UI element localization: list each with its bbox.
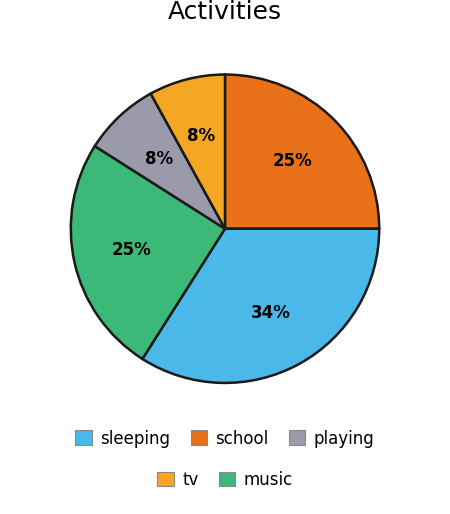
Text: 8%: 8% <box>145 150 174 168</box>
Text: 25%: 25% <box>112 241 152 259</box>
Text: 25%: 25% <box>273 152 312 170</box>
Title: Activities: Activities <box>168 1 282 24</box>
Text: 8%: 8% <box>187 127 215 145</box>
Wedge shape <box>225 75 379 229</box>
Wedge shape <box>71 146 225 359</box>
Text: 34%: 34% <box>251 303 291 322</box>
Wedge shape <box>142 229 379 383</box>
Wedge shape <box>151 75 225 229</box>
Legend: sleeping, school, playing: sleeping, school, playing <box>69 423 381 454</box>
Legend: tv, music: tv, music <box>150 464 300 495</box>
Wedge shape <box>95 94 225 229</box>
